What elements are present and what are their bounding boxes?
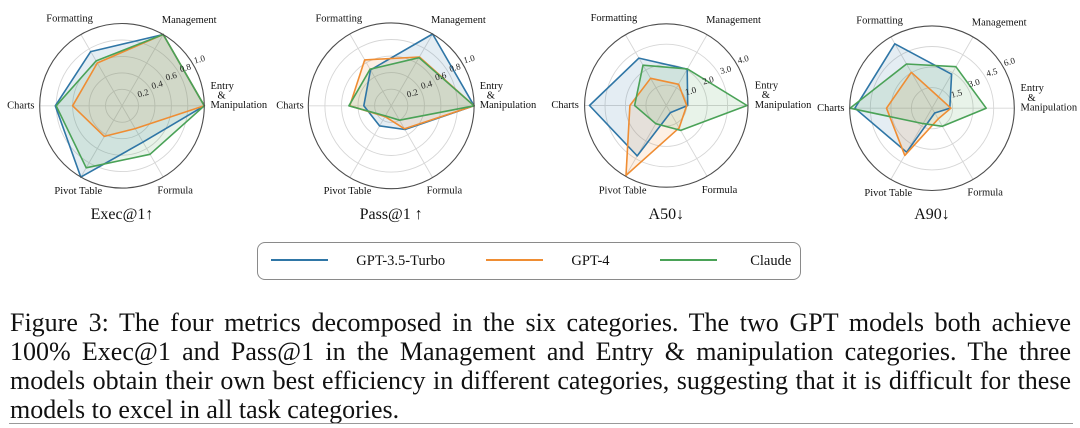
svg-text:A50↓: A50↓ (649, 206, 685, 223)
svg-text:Pass@1 ↑: Pass@1 ↑ (360, 206, 423, 223)
svg-text:3.0: 3.0 (967, 76, 981, 89)
svg-text:Formatting: Formatting (856, 16, 903, 27)
svg-text:Pivot Table: Pivot Table (324, 186, 372, 197)
svg-text:Formatting: Formatting (591, 13, 638, 24)
svg-text:Formula: Formula (157, 185, 193, 196)
svg-text:Management: Management (162, 15, 217, 26)
svg-text:Pivot Table: Pivot Table (864, 188, 912, 199)
svg-text:4.0: 4.0 (736, 53, 750, 66)
svg-text:2.0: 2.0 (701, 74, 715, 87)
svg-text:Charts: Charts (276, 101, 303, 112)
svg-text:Formula: Formula (967, 188, 1003, 199)
svg-text:Manipulation: Manipulation (1021, 103, 1078, 114)
svg-text:Management: Management (431, 15, 486, 26)
svg-text:0.8: 0.8 (179, 61, 193, 74)
svg-text:Charts: Charts (817, 103, 844, 114)
svg-text:6.0: 6.0 (1003, 55, 1017, 68)
svg-text:0.6: 0.6 (434, 70, 448, 83)
svg-text:&: & (218, 91, 226, 102)
svg-text:A90↓: A90↓ (914, 206, 950, 223)
svg-text:&: & (762, 90, 770, 101)
svg-text:0.4: 0.4 (420, 78, 434, 91)
svg-text:1.0: 1.0 (684, 84, 698, 97)
svg-text:Manipulation: Manipulation (211, 100, 268, 111)
svg-text:Charts: Charts (7, 101, 34, 112)
svg-text:Entry: Entry (1021, 83, 1045, 94)
svg-text:0.2: 0.2 (136, 87, 149, 100)
svg-text:Entry: Entry (211, 81, 235, 92)
svg-text:3.0: 3.0 (719, 63, 733, 76)
svg-text:Entry: Entry (480, 81, 504, 92)
svg-text:4.5: 4.5 (985, 66, 999, 79)
svg-text:&: & (1028, 93, 1036, 104)
svg-text:0.4: 0.4 (150, 78, 164, 91)
svg-text:Pivot Table: Pivot Table (54, 186, 102, 197)
svg-text:Manipulation: Manipulation (480, 100, 537, 111)
svg-text:Management: Management (706, 15, 761, 26)
svg-text:Charts: Charts (551, 100, 578, 111)
svg-text:Management: Management (972, 18, 1027, 29)
svg-text:0.6: 0.6 (164, 70, 178, 83)
svg-text:Formula: Formula (427, 185, 463, 196)
svg-text:Entry: Entry (755, 81, 779, 92)
svg-text:1.0: 1.0 (462, 53, 476, 66)
svg-text:1.5: 1.5 (950, 87, 964, 100)
svg-text:Formatting: Formatting (46, 13, 93, 24)
svg-text:0.2: 0.2 (406, 87, 419, 100)
svg-text:Formula: Formula (702, 185, 738, 196)
svg-text:Pivot Table: Pivot Table (599, 186, 647, 197)
svg-text:Formatting: Formatting (315, 13, 362, 24)
svg-text:0.8: 0.8 (448, 61, 462, 74)
svg-text:1.0: 1.0 (193, 53, 207, 66)
svg-text:Exec@1↑: Exec@1↑ (91, 206, 154, 223)
svg-text:&: & (487, 91, 495, 102)
svg-text:Manipulation: Manipulation (755, 100, 812, 111)
